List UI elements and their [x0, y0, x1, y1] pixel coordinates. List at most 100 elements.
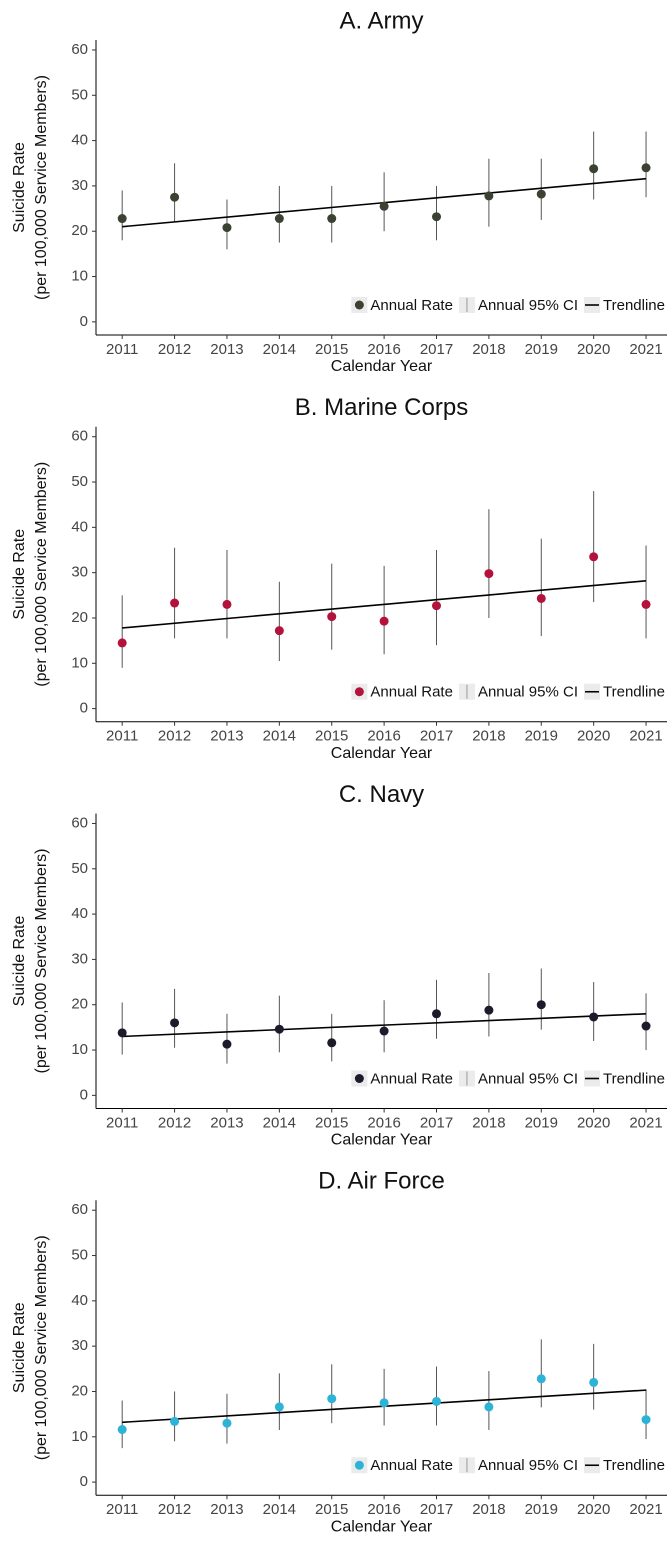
legend-label: Trendline	[603, 297, 665, 314]
y-tick-label: 60	[71, 1201, 88, 1218]
data-point	[117, 1028, 127, 1038]
data-point	[379, 201, 389, 211]
y-axis-label: (per 100,000 Service Members)	[33, 1235, 50, 1460]
x-tick-label: 2021	[629, 1114, 662, 1131]
x-tick-label: 2019	[525, 341, 558, 358]
data-point	[274, 1402, 284, 1412]
x-tick-label: 2020	[577, 1501, 610, 1518]
x-tick-label: 2016	[367, 728, 400, 745]
data-point	[641, 599, 651, 609]
y-tick-label: 40	[71, 1292, 88, 1309]
x-tick-label: 2021	[629, 728, 662, 745]
panel-title: A. Army	[339, 7, 423, 34]
y-tick-label: 0	[80, 1473, 88, 1490]
x-tick-label: 2012	[158, 341, 191, 358]
data-point	[379, 1398, 389, 1408]
legend-marker	[354, 1074, 364, 1083]
x-tick-label: 2017	[420, 1501, 453, 1518]
legend: Annual Rate Annual 95% CI Trendline	[351, 297, 665, 314]
data-point	[432, 212, 442, 222]
x-tick-label: 2012	[158, 1501, 191, 1518]
x-tick-label: 2021	[629, 341, 662, 358]
x-tick-label: 2020	[577, 728, 610, 745]
x-tick-label: 2017	[420, 728, 453, 745]
y-axis-label: Suicide Rate	[11, 916, 28, 1007]
panel: A. Army Suicide Rate (per 100,000 Service …	[11, 7, 667, 375]
y-tick-label: 0	[80, 1086, 88, 1103]
x-tick-label: 2014	[263, 1114, 296, 1131]
y-tick-label: 20	[71, 1382, 88, 1399]
data-point	[536, 593, 546, 603]
x-tick-label: 2013	[210, 1114, 243, 1131]
data-point	[432, 601, 442, 611]
panel-title: C. Navy	[339, 781, 424, 808]
data-point	[432, 1396, 442, 1406]
data-point	[170, 1018, 180, 1028]
data-point	[641, 163, 651, 173]
legend-label: Annual 95% CI	[478, 1457, 578, 1474]
legend-label: Annual Rate	[370, 1070, 453, 1087]
panel: C. Navy Suicide Rate (per 100,000 Service …	[11, 781, 667, 1149]
data-point	[170, 598, 180, 608]
x-tick-label: 2017	[420, 341, 453, 358]
data-point	[432, 1009, 442, 1019]
y-axis-label: (per 100,000 Service Members)	[33, 849, 50, 1074]
legend: Annual Rate Annual 95% CI Trendline	[351, 1070, 665, 1087]
data-point	[589, 1012, 599, 1022]
data-point	[484, 191, 494, 201]
x-tick-label: 2015	[315, 1114, 348, 1131]
x-tick-label: 2018	[472, 341, 505, 358]
data-point	[484, 1402, 494, 1412]
legend-label: Annual Rate	[370, 297, 453, 314]
data-point	[327, 612, 337, 622]
x-tick-label: 2011	[106, 1501, 138, 1518]
legend-label: Annual Rate	[370, 1457, 453, 1474]
trendline	[122, 580, 647, 629]
x-tick-label: 2016	[367, 341, 400, 358]
y-tick-label: 20	[71, 996, 88, 1013]
y-tick-label: 50	[71, 473, 88, 490]
y-axis-label: Suicide Rate	[11, 1302, 28, 1393]
y-tick-label: 10	[71, 654, 88, 671]
legend-label: Annual 95% CI	[478, 1070, 578, 1087]
data-point	[274, 626, 284, 636]
panel-title: D. Air Force	[318, 1168, 445, 1195]
x-tick-label: 2019	[525, 1501, 558, 1518]
data-point	[589, 552, 599, 562]
y-tick-label: 50	[71, 1247, 88, 1264]
legend-label: Trendline	[603, 684, 665, 701]
y-tick-label: 10	[71, 1428, 88, 1445]
data-point	[327, 1394, 337, 1404]
x-tick-label: 2011	[106, 341, 138, 358]
y-tick-label: 60	[71, 814, 88, 831]
data-point	[117, 638, 127, 648]
data-point	[641, 1415, 651, 1425]
data-point	[222, 599, 232, 609]
legend: Annual Rate Annual 95% CI Trendline	[351, 684, 665, 701]
y-tick-label: 50	[71, 86, 88, 103]
x-axis-label: Calendar Year	[331, 745, 433, 762]
data-point	[222, 1418, 232, 1428]
y-tick-label: 60	[71, 428, 88, 445]
x-tick-label: 2019	[525, 728, 558, 745]
y-axis-label: Suicide Rate	[11, 142, 28, 233]
y-tick-label: 40	[71, 132, 88, 149]
x-tick-label: 2012	[158, 728, 191, 745]
data-point	[589, 164, 599, 174]
y-axis-label: (per 100,000 Service Members)	[33, 462, 50, 687]
y-tick-label: 40	[71, 518, 88, 535]
panel-title: B. Marine Corps	[295, 394, 468, 421]
data-point	[536, 1000, 546, 1010]
x-tick-label: 2020	[577, 341, 610, 358]
y-tick-label: 20	[71, 222, 88, 239]
data-point	[170, 1416, 180, 1426]
y-tick-label: 30	[71, 564, 88, 581]
legend-label: Annual 95% CI	[478, 684, 578, 701]
y-tick-label: 60	[71, 41, 88, 58]
data-point	[274, 214, 284, 224]
y-axis-label: (per 100,000 Service Members)	[33, 75, 50, 300]
y-tick-label: 10	[71, 1041, 88, 1058]
x-tick-label: 2016	[367, 1501, 400, 1518]
legend-marker	[354, 687, 364, 697]
